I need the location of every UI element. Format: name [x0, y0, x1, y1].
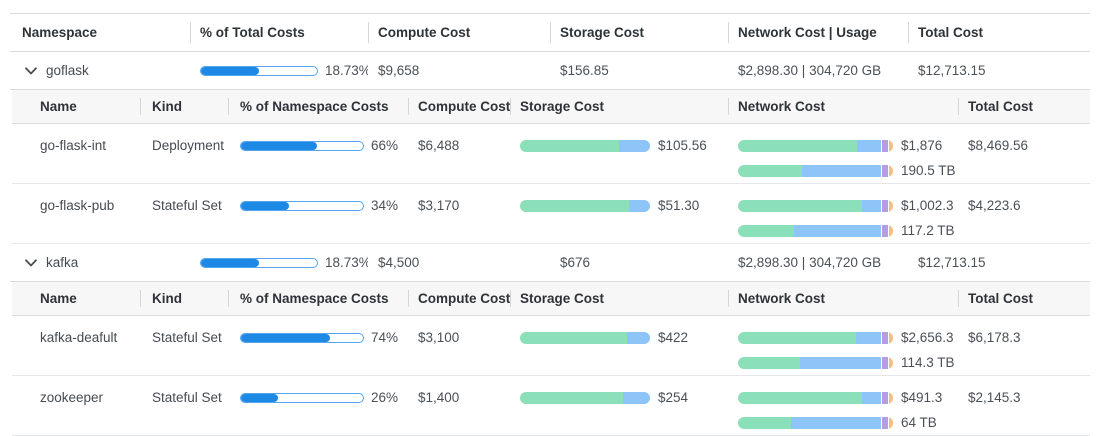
- storage-cost-value: $676: [560, 255, 591, 270]
- total-cost-value: $8,469.56: [968, 138, 1029, 153]
- namespace-name: kafka: [46, 255, 79, 270]
- network-usage-value: 64 TB: [901, 415, 937, 430]
- pct-total-costs-bar: [200, 257, 318, 268]
- network-cost-bar: [738, 332, 893, 344]
- inner-table-header: Name Kind % of Namespace Costs Compute C…: [12, 90, 1090, 124]
- workload-kind: Stateful Set: [152, 330, 222, 345]
- network-usage-bar: [738, 357, 893, 369]
- col-header-total-cost[interactable]: Total Cost: [958, 90, 1090, 123]
- workload-row-go-flask-int[interactable]: go-flask-int Deployment 66% $6,488 $105.…: [12, 124, 1090, 184]
- total-cost-value: $12,713.15: [918, 63, 986, 78]
- compute-cost-value: $3,100: [418, 330, 460, 345]
- pct-total-costs-value: 18.73%: [325, 255, 368, 270]
- col-header-name[interactable]: Name: [40, 99, 77, 114]
- total-cost-value: $2,145.3: [968, 390, 1021, 405]
- storage-cost-bar: [520, 332, 650, 344]
- network-cost-value: $2,656.3: [901, 330, 954, 345]
- pct-namespace-costs-bar: [240, 141, 364, 151]
- pct-namespace-costs-bar: [240, 393, 364, 403]
- namespace-row-goflask[interactable]: goflask 18.73% $9,658 $156.85 $2,898.30 …: [10, 52, 1090, 90]
- workload-name: go-flask-int: [40, 138, 107, 153]
- storage-cost-bar: [520, 392, 650, 404]
- col-header-kind[interactable]: Kind: [140, 282, 228, 315]
- pct-namespace-costs-value: 74%: [371, 330, 399, 345]
- col-header-total-cost[interactable]: Total Cost: [958, 282, 1090, 315]
- storage-cost-bar: [520, 140, 650, 152]
- pct-total-costs-bar: [200, 65, 318, 76]
- network-usage-value: 190.5 TB: [901, 163, 956, 178]
- network-usage-bar: [738, 165, 893, 177]
- network-cost-bar: [738, 200, 893, 212]
- col-header-namespace[interactable]: Namespace: [22, 25, 98, 40]
- pct-total-costs-value: 18.73%: [325, 63, 368, 78]
- network-usage-value: 114.3 TB: [901, 355, 955, 370]
- col-header-storage-cost[interactable]: Storage Cost: [510, 90, 728, 123]
- storage-cost-value: $156.85: [560, 63, 609, 78]
- network-cost-value: $1,002.3: [901, 198, 954, 213]
- compute-cost-value: $3,170: [418, 198, 460, 213]
- inner-table-header: Name Kind % of Namespace Costs Compute C…: [12, 282, 1090, 316]
- storage-cost-value: $422: [658, 330, 689, 345]
- network-cost-value: $1,876: [901, 138, 943, 153]
- workload-row-go-flask-pub[interactable]: go-flask-pub Stateful Set 34% $3,170 $51…: [12, 184, 1090, 244]
- workload-name: zookeeper: [40, 390, 104, 405]
- network-cost-bar: [738, 392, 893, 404]
- workload-table-goflask: Name Kind % of Namespace Costs Compute C…: [12, 90, 1090, 244]
- total-cost-value: $6,178.3: [968, 330, 1021, 345]
- col-header-pct-total-costs[interactable]: % of Total Costs: [190, 14, 368, 51]
- storage-cost-value: $254: [658, 390, 689, 405]
- pct-namespace-costs-bar: [240, 201, 364, 211]
- col-header-total-cost[interactable]: Total Cost: [908, 14, 1090, 51]
- storage-cost-value: $51.30: [658, 198, 700, 213]
- col-header-network-cost-usage[interactable]: Network Cost | Usage: [728, 14, 908, 51]
- pct-namespace-costs-value: 34%: [371, 198, 399, 213]
- compute-cost-value: $9,658: [378, 63, 420, 78]
- col-header-compute-cost[interactable]: Compute Cost: [368, 14, 550, 51]
- network-cost-usage-value: $2,898.30 | 304,720 GB: [738, 63, 882, 78]
- namespace-row-kafka[interactable]: kafka 18.73% $4,500 $676 $2,898.30 | 304…: [10, 244, 1090, 282]
- col-header-name[interactable]: Name: [40, 291, 77, 306]
- col-header-compute-cost[interactable]: Compute Cost: [408, 90, 510, 123]
- namespace-name: goflask: [46, 63, 89, 78]
- workload-row-zookeeper[interactable]: zookeeper Stateful Set 26% $1,400 $254 $…: [12, 376, 1090, 436]
- col-header-compute-cost[interactable]: Compute Cost: [408, 282, 510, 315]
- col-header-storage-cost[interactable]: Storage Cost: [510, 282, 728, 315]
- workload-kind: Stateful Set: [152, 198, 222, 213]
- col-header-storage-cost[interactable]: Storage Cost: [550, 14, 728, 51]
- storage-cost-bar: [520, 200, 650, 212]
- workload-row-kafka-deafult[interactable]: kafka-deafult Stateful Set 74% $3,100 $4…: [12, 316, 1090, 376]
- network-usage-value: 117.2 TB: [901, 223, 955, 238]
- compute-cost-value: $1,400: [418, 390, 460, 405]
- col-header-network-cost[interactable]: Network Cost: [728, 90, 958, 123]
- total-cost-value: $4,223.6: [968, 198, 1021, 213]
- chevron-down-icon[interactable]: [25, 66, 37, 75]
- pct-namespace-costs-bar: [240, 333, 364, 343]
- col-header-pct-namespace-costs[interactable]: % of Namespace Costs: [228, 90, 408, 123]
- compute-cost-value: $6,488: [418, 138, 460, 153]
- storage-cost-value: $105.56: [658, 138, 707, 153]
- network-cost-bar: [738, 140, 893, 152]
- namespace-cost-table: Namespace % of Total Costs Compute Cost …: [10, 13, 1090, 436]
- compute-cost-value: $4,500: [378, 255, 420, 270]
- col-header-pct-namespace-costs[interactable]: % of Namespace Costs: [228, 282, 408, 315]
- network-usage-bar: [738, 417, 893, 429]
- chevron-down-icon[interactable]: [25, 258, 37, 267]
- col-header-kind[interactable]: Kind: [140, 90, 228, 123]
- network-usage-bar: [738, 225, 893, 237]
- total-cost-value: $12,713.15: [918, 255, 986, 270]
- workload-table-kafka: Name Kind % of Namespace Costs Compute C…: [12, 282, 1090, 436]
- workload-name: kafka-deafult: [40, 330, 118, 345]
- workload-kind: Stateful Set: [152, 390, 222, 405]
- pct-namespace-costs-value: 26%: [371, 390, 399, 405]
- col-header-network-cost[interactable]: Network Cost: [728, 282, 958, 315]
- workload-kind: Deployment: [152, 138, 225, 153]
- outer-table-header: Namespace % of Total Costs Compute Cost …: [10, 14, 1090, 52]
- network-cost-usage-value: $2,898.30 | 304,720 GB: [738, 255, 882, 270]
- workload-name: go-flask-pub: [40, 198, 115, 213]
- pct-namespace-costs-value: 66%: [371, 138, 399, 153]
- network-cost-value: $491.3: [901, 390, 943, 405]
